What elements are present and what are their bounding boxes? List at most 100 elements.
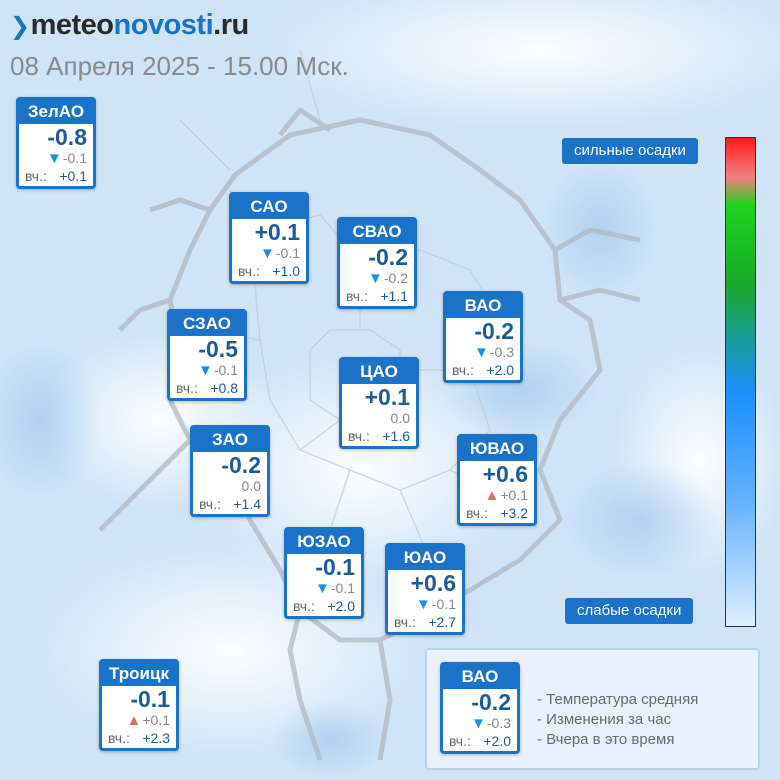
yesterday-label: вч.:: [199, 496, 221, 512]
district-card[interactable]: ВАО -0.2 ▼-0.3 вч.: +2.0: [443, 291, 523, 383]
district-temp: -0.8: [47, 124, 87, 150]
legend-sample-yesterday-value: +2.0: [483, 733, 511, 749]
yesterday-label: вч.:: [348, 428, 370, 444]
trend-down-icon: ▼: [471, 715, 486, 732]
district-change-value: 0.0: [390, 410, 410, 426]
district-card[interactable]: СВАО -0.2 ▼-0.2 вч.: +1.1: [337, 217, 417, 309]
legend-line-change: - Изменения за час: [537, 711, 672, 728]
district-change-value: -0.1: [330, 580, 355, 596]
trend-up-icon: ▲: [484, 487, 500, 504]
precipitation-scale-bar: [725, 137, 756, 627]
district-temp: -0.1: [130, 686, 170, 712]
legend-panel: ВАО -0.2 ▼-0.3 вч.: +2.0 - Температура ср…: [425, 648, 760, 770]
district-card[interactable]: ЮЗАО -0.1 ▼-0.1 вч.: +2.0: [284, 527, 364, 619]
district-change-value: -0.2: [383, 270, 408, 286]
district-card[interactable]: ЮВАО +0.6 ▲+0.1 вч.: +3.2: [457, 434, 537, 526]
district-temp: +0.6: [482, 461, 528, 487]
district-hourly-change: ▼-0.1: [232, 244, 306, 262]
district-name: ЗАО: [193, 428, 267, 452]
legend-line-temp: - Температура средняя: [537, 691, 699, 708]
district-yesterday: вч.: +1.0: [232, 262, 306, 280]
district-hourly-change: ▼-0.2: [340, 269, 414, 287]
yesterday-label: вч.:: [346, 288, 368, 304]
district-yesterday: вч.: +2.0: [446, 361, 520, 379]
legend-sample-name: ВАО: [443, 665, 517, 689]
district-name: ЮАО: [388, 546, 462, 570]
district-change-value: -0.1: [431, 596, 456, 612]
district-name: ЗелАО: [19, 100, 93, 124]
district-change-value: +0.1: [142, 712, 170, 728]
district-yesterday: вч.: +3.2: [460, 504, 534, 522]
district-yesterday-value: +0.1: [59, 168, 87, 184]
district-yesterday-value: +1.4: [233, 496, 261, 512]
trend-down-icon: ▼: [198, 362, 213, 379]
district-card[interactable]: СЗАО -0.5 ▼-0.1 вч.: +0.8: [167, 309, 247, 401]
district-card[interactable]: ЦАО +0.1 0.0 вч.: +1.6: [339, 357, 419, 449]
yesterday-label: вч.:: [466, 505, 488, 521]
site-logo[interactable]: ❯meteonovosti.ru: [10, 8, 249, 42]
district-card[interactable]: ЗелАО -0.8 ▼-0.1 вч.: +0.1: [16, 97, 96, 189]
district-yesterday: вч.: +0.8: [170, 379, 244, 397]
district-yesterday: вч.: +2.7: [388, 613, 462, 631]
logo-novosti: novosti: [113, 9, 214, 41]
logo-ru: .ru: [213, 9, 249, 41]
district-card[interactable]: ЗАО -0.2 0.0 вч.: +1.4: [190, 425, 270, 517]
district-yesterday-value: +3.2: [500, 505, 528, 521]
district-hourly-change: ▼-0.1: [388, 595, 462, 613]
date-time-label: 08 Апреля 2025 - 15.00 Мск.: [10, 51, 349, 81]
yesterday-label: вч.:: [293, 598, 315, 614]
yesterday-label: вч.:: [452, 362, 474, 378]
district-hourly-change: ▼-0.1: [170, 361, 244, 379]
district-change-value: 0.0: [241, 478, 261, 494]
district-change-value: +0.1: [500, 487, 528, 503]
district-yesterday: вч.: +2.3: [102, 729, 176, 747]
trend-down-icon: ▼: [416, 596, 431, 613]
district-name: ЦАО: [342, 360, 416, 384]
district-hourly-change: ▼-0.1: [19, 149, 93, 167]
yesterday-label: вч.:: [108, 730, 130, 746]
district-temp: +0.6: [410, 570, 456, 596]
district-yesterday-value: +1.0: [272, 263, 300, 279]
trend-down-icon: ▼: [47, 150, 62, 167]
district-temp: -0.2: [368, 244, 408, 270]
district-yesterday: вч.: +1.6: [342, 427, 416, 445]
legend-sample-yesterday: вч.: +2.0: [443, 732, 517, 750]
logo-meteo: meteo: [30, 9, 114, 41]
yesterday-label: вч.:: [176, 380, 198, 396]
legend-descriptions: - Температура средняя - Изменения за час…: [537, 690, 698, 750]
legend-sample-temp: -0.2: [471, 689, 511, 715]
district-hourly-change: 0.0: [342, 409, 416, 427]
district-yesterday-value: +2.3: [142, 730, 170, 746]
trend-up-icon: ▲: [126, 712, 142, 729]
district-temp: -0.1: [315, 554, 355, 580]
district-yesterday: вч.: +0.1: [19, 167, 93, 185]
district-hourly-change: ▲+0.1: [460, 486, 534, 504]
logo-mark-icon: ❯: [10, 13, 30, 40]
district-temp: +0.1: [254, 219, 300, 245]
district-yesterday-value: +1.6: [382, 428, 410, 444]
district-yesterday-value: +2.7: [428, 614, 456, 630]
trend-down-icon: ▼: [315, 580, 330, 597]
legend-sample-card: ВАО -0.2 ▼-0.3 вч.: +2.0: [440, 662, 520, 754]
district-name: СЗАО: [170, 312, 244, 336]
district-card[interactable]: САО +0.1 ▼-0.1 вч.: +1.0: [229, 192, 309, 284]
district-name: САО: [232, 195, 306, 219]
district-yesterday-value: +0.8: [210, 380, 238, 396]
district-change-value: -0.1: [275, 245, 300, 261]
yesterday-label: вч.:: [394, 614, 416, 630]
district-name: ЮЗАО: [287, 530, 361, 554]
district-yesterday-value: +2.0: [327, 598, 355, 614]
legend-sample-change-value: -0.3: [486, 715, 511, 731]
district-temp: +0.1: [364, 384, 410, 410]
trend-down-icon: ▼: [368, 270, 383, 287]
district-yesterday-value: +1.1: [380, 288, 408, 304]
legend-line-yesterday: - Вчера в это время: [537, 731, 675, 748]
district-card[interactable]: Троицк -0.1 ▲+0.1 вч.: +2.3: [99, 659, 179, 751]
district-yesterday: вч.: +2.0: [287, 597, 361, 615]
district-name: Троицк: [102, 662, 176, 686]
district-hourly-change: ▼-0.3: [446, 343, 520, 361]
district-card[interactable]: ЮАО +0.6 ▼-0.1 вч.: +2.7: [385, 543, 465, 635]
district-name: СВАО: [340, 220, 414, 244]
district-yesterday: вч.: +1.4: [193, 495, 267, 513]
legend-sample-change: ▼-0.3: [443, 714, 517, 732]
